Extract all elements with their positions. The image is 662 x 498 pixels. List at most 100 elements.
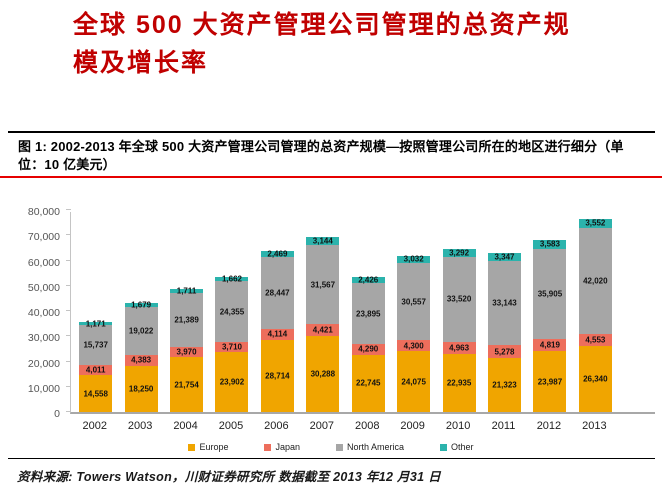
bar-value-label: 33,520 (446, 294, 472, 304)
legend-label-japan: Japan (275, 442, 300, 452)
y-axis-tickmark (66, 284, 71, 286)
legend-item-europe: Europe (188, 442, 228, 452)
bar-value-label: 23,987 (537, 377, 563, 387)
bar-value-label: 2,426 (358, 275, 379, 285)
y-axis-tickmark (66, 234, 71, 236)
legend-marker-north-america-icon (336, 443, 343, 451)
y-axis-tick-label: 20,000 (27, 357, 60, 370)
y-axis-tickmark (66, 259, 71, 261)
bar-segment-europe-2013: 26,340 (578, 345, 612, 412)
bar-segment-other-2009: 3,032 (397, 255, 431, 264)
source-note: 资料来源: Towers Watson，川财证券研究所 数据截至 2013 年1… (17, 470, 441, 484)
bar-segment-europe-2011: 21,323 (488, 358, 521, 412)
bar-2006: 28,714 4,114 28,447 2,469 (260, 249, 294, 412)
bar-value-label: 31,567 (310, 280, 336, 290)
bar-segment-europe-2005: 23,902 (215, 351, 249, 412)
bar-slot-2009: 24,075 4,300 30,557 3,032 (391, 212, 436, 412)
source-rule (8, 458, 655, 459)
y-axis-tick-label: 70,000 (27, 231, 60, 244)
y-axis-tick-label: 60,000 (27, 256, 60, 269)
bar-value-label: 4,383 (131, 355, 152, 365)
x-axis-label-2007: 2007 (309, 420, 335, 432)
bar-segment-europe-2008: 22,745 (351, 354, 385, 412)
bar-segment-europe-2002: 14,558 (79, 375, 113, 412)
bar-slot-2012: 23,987 4,819 35,905 3,583 (527, 212, 572, 412)
bar-segment-other-2007: 3,144 (306, 236, 340, 246)
bar-2002: 14,558 4,011 15,737 1,171 (79, 319, 113, 412)
bar-segment-other-2010: 3,292 (442, 248, 476, 257)
bar-value-label: 14,558 (83, 389, 108, 399)
bar-value-label: 1,679 (131, 300, 152, 310)
bar-value-label: 19,022 (128, 326, 154, 336)
y-axis-tick-label: 40,000 (27, 307, 60, 319)
bar-value-label: 4,114 (267, 329, 288, 339)
bar-segment-north-america-2006: 28,447 (260, 257, 294, 330)
bar-value-label: 15,737 (83, 340, 108, 350)
bar-2003: 18,250 4,383 19,022 1,679 (124, 300, 158, 412)
bar-segment-japan-2010: 4,963 (442, 341, 476, 355)
figure-caption: 图 1: 2002-2013 年全球 500 大资产管理公司管理的总资产规模—按… (18, 139, 624, 172)
bar-segment-north-america-2002: 15,737 (79, 325, 113, 366)
bar-segment-europe-2010: 22,935 (442, 354, 476, 412)
y-axis-tick-label: 30,000 (27, 332, 60, 345)
bar-segment-other-2012: 3,583 (533, 239, 567, 249)
legend: Europe Japan North America Other (0, 442, 662, 452)
bar-value-label: 22,935 (446, 378, 472, 388)
bar-value-label: 21,754 (174, 380, 199, 390)
bar-value-label: 4,553 (585, 335, 606, 345)
x-axis-label-2004: 2004 (173, 420, 198, 432)
bar-value-label: 2,469 (267, 249, 288, 259)
bar-slot-2005: 23,902 3,710 24,355 1,662 (209, 212, 254, 412)
bar-segment-north-america-2009: 30,557 (397, 263, 431, 341)
bar-segment-europe-2004: 21,754 (170, 357, 204, 412)
bar-2012: 23,987 4,819 35,905 3,583 (533, 239, 567, 412)
x-axis-label-2009: 2009 (400, 420, 425, 432)
bar-slot-2011: 21,323 5,278 33,143 3,347 (482, 212, 527, 412)
x-axis-label-2005: 2005 (218, 420, 244, 432)
bar-slot-2003: 18,250 4,383 19,022 1,679 (118, 212, 163, 412)
legend-label-north-america: North America (347, 442, 405, 452)
bar-segment-other-2002: 1,171 (79, 319, 113, 328)
bar-segment-japan-2004: 3,970 (170, 347, 204, 358)
x-axis: 2002 2003 2004 2005 2006 2007 2008 2009 2010 2011… (72, 420, 617, 432)
bar-2011: 21,323 5,278 33,143 3,347 (488, 252, 521, 412)
bar-slot-2002: 14,558 4,011 15,737 1,171 (73, 212, 118, 412)
bar-2007: 30,288 4,421 31,567 3,144 (306, 236, 340, 412)
x-axis-label-2010: 2010 (445, 420, 471, 432)
x-axis-label-2006: 2006 (264, 420, 289, 432)
bar-value-label: 30,288 (310, 369, 336, 379)
bar-value-label: 3,552 (585, 218, 606, 228)
bar-slot-2008: 22,745 4,290 23,895 2,426 (346, 212, 391, 412)
legend-marker-other-icon (440, 443, 448, 451)
bar-value-label: 18,250 (128, 384, 154, 394)
bar-value-label: 23,902 (219, 377, 245, 387)
figure-caption-box: 图 1: 2002-2013 年全球 500 大资产管理公司管理的总资产规模—按… (8, 131, 655, 179)
x-axis-label-2002: 2002 (82, 420, 107, 432)
bar-value-label: 3,347 (494, 252, 515, 262)
bar-value-label: 24,355 (219, 307, 245, 317)
bar-slot-2006: 28,714 4,114 28,447 2,469 (255, 212, 300, 412)
bar-segment-north-america-2012: 35,905 (533, 248, 567, 340)
bar-2010: 22,935 4,963 33,520 3,292 (442, 248, 476, 412)
bar-value-label: 4,300 (403, 341, 424, 351)
report-title-line1: 全球 500 大资产管理公司管理的总资产规 (73, 11, 571, 39)
bar-value-label: 3,144 (312, 236, 333, 246)
legend-item-north-america: North America (336, 442, 404, 452)
bar-segment-japan-2011: 5,278 (488, 344, 521, 359)
x-axis-label-2013: 2013 (582, 420, 607, 432)
bar-value-label: 4,963 (449, 343, 470, 353)
bar-value-label: 4,819 (539, 340, 560, 350)
bar-segment-europe-2007: 30,288 (306, 335, 340, 412)
bar-segment-japan-2009: 4,300 (397, 340, 431, 352)
bar-slot-2007: 30,288 4,421 31,567 3,144 (300, 212, 345, 412)
bar-value-label: 26,340 (583, 374, 608, 384)
report-title: 全球 500 大资产管理公司管理的总资产规 模及增长率 (73, 6, 571, 82)
y-axis-tickmark (66, 411, 71, 412)
bar-value-label: 28,714 (265, 371, 290, 381)
bar-segment-other-2008: 2,426 (351, 275, 385, 285)
bar-2009: 24,075 4,300 30,557 3,032 (397, 255, 431, 412)
bar-value-label: 30,557 (401, 297, 426, 307)
bars: 14,558 4,011 15,737 1,171 18,250 4,383 19,022 1… (73, 212, 618, 412)
caption-red-rule (0, 176, 662, 178)
plot-area: 14,558 4,011 15,737 1,171 18,250 4,383 19,022 1… (66, 209, 655, 414)
